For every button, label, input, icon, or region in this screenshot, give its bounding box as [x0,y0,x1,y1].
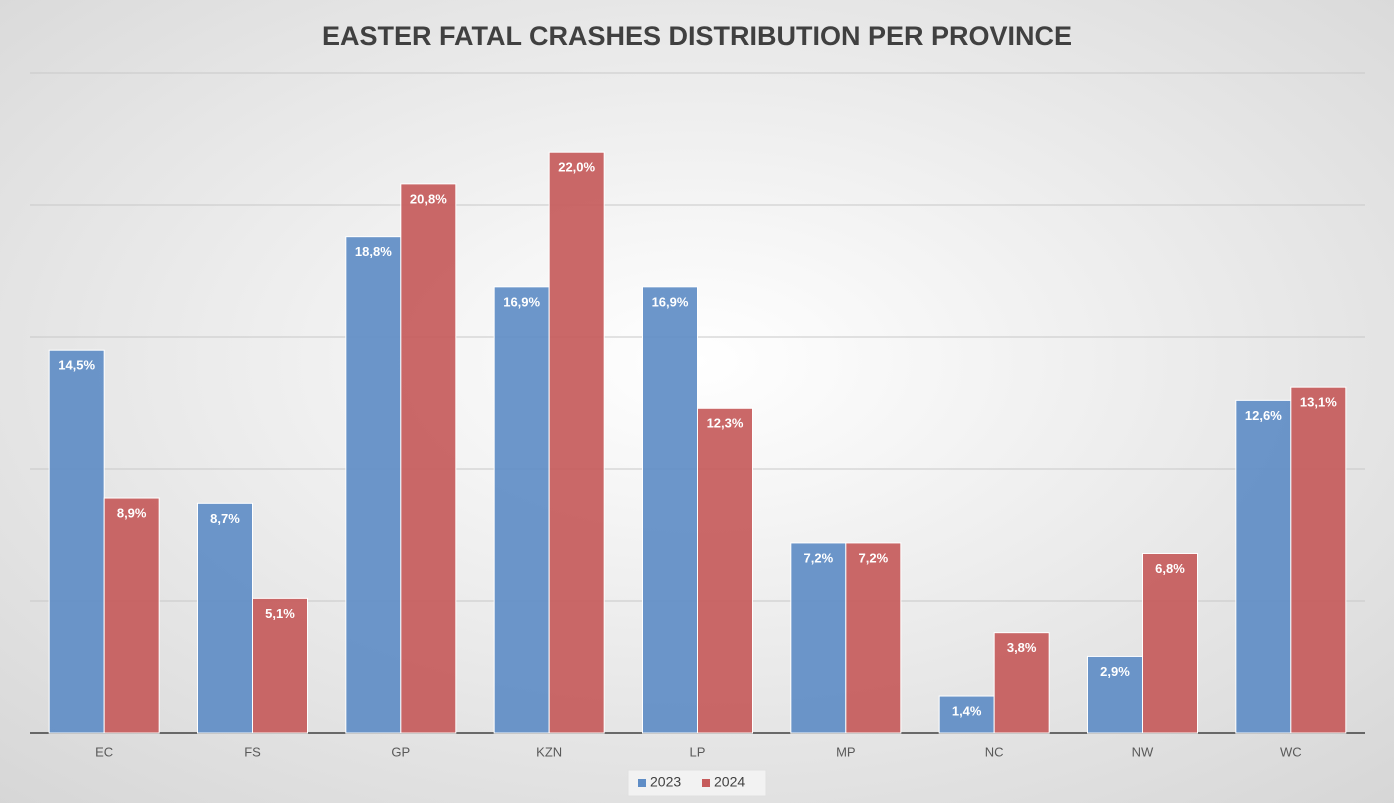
x-tick-label: FS [244,744,261,759]
x-tick-label: MP [836,744,856,759]
legend-swatch [638,779,646,787]
bar [1290,386,1347,734]
x-tick-label: NW [1132,744,1154,759]
data-label: 7,2% [804,550,834,565]
data-label: 16,9% [503,294,540,309]
data-label: 2,9% [1100,664,1130,679]
x-tick-label: EC [95,744,113,759]
data-label: 14,5% [58,358,95,373]
bar [993,632,1050,734]
bar [197,502,253,734]
chart-title: EASTER FATAL CRASHES DISTRIBUTION PER PR… [322,21,1072,51]
data-label: 6,8% [1155,561,1185,576]
bar [252,597,308,734]
bar [103,497,160,734]
legend-label: 2023 [650,774,681,790]
bar [790,542,847,734]
data-label: 7,2% [859,550,889,565]
x-tick-label: WC [1280,744,1302,759]
bar [938,695,995,734]
bar [345,236,402,734]
data-label: 12,6% [1245,408,1282,423]
bar [548,151,605,734]
data-label: 5,1% [265,606,295,621]
data-label: 12,3% [707,416,744,431]
data-label: 22,0% [558,160,595,175]
bar [493,286,550,734]
data-label: 3,8% [1007,640,1037,655]
legend-label: 2024 [714,774,745,790]
data-label: 20,8% [410,191,447,206]
data-label: 18,8% [355,244,392,259]
data-label: 8,7% [210,511,240,526]
x-tick-label: KZN [536,744,562,759]
legend-swatch [702,779,710,787]
data-label: 13,1% [1300,395,1337,410]
data-label: 8,9% [117,505,147,520]
data-label: 1,4% [952,703,982,718]
bar [400,183,457,734]
x-tick-label: LP [690,744,706,759]
bar [1087,655,1143,734]
legend-box [627,769,767,797]
bar [1142,552,1198,734]
bar [642,286,698,734]
bar [48,349,105,734]
data-label: 16,9% [652,294,689,309]
x-tick-label: NC [985,744,1004,759]
bar [697,407,753,734]
bar [1235,399,1292,734]
x-tick-label: GP [391,744,410,759]
bar [845,542,902,734]
